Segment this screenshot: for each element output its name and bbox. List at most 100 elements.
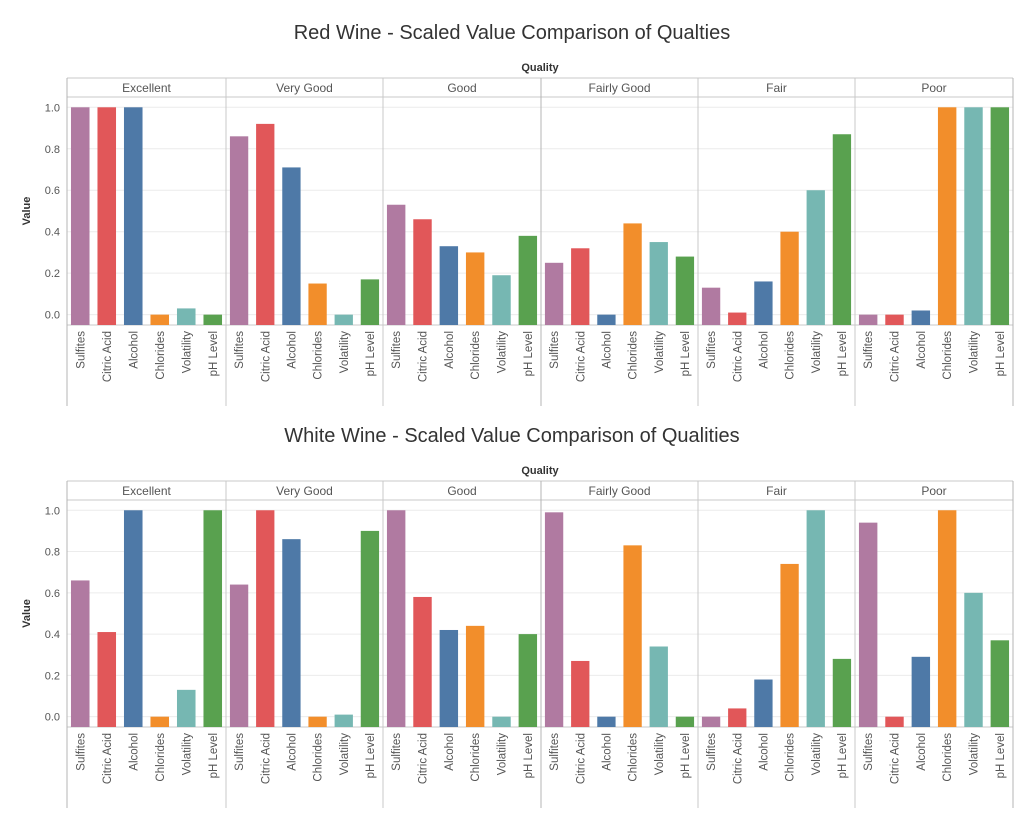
red-bar-5-4	[964, 107, 983, 325]
red-x-tick-label: Volatility	[811, 331, 823, 373]
white-x-tick-label: Sulfites	[706, 733, 718, 771]
red-bar-1-0	[229, 136, 249, 325]
white-bar-4-4	[806, 510, 825, 727]
white-bar-2-0	[386, 510, 406, 727]
white-bar-4-1	[728, 708, 747, 727]
red-x-tick-label: Volatility	[497, 331, 509, 373]
white-bar-4-3	[780, 563, 799, 727]
red-bar-2-1	[413, 219, 432, 325]
red-x-tick-label: Sulfites	[234, 331, 246, 369]
white-bar-2-5	[518, 634, 538, 727]
red-panel-name: Fair	[766, 81, 787, 95]
red-x-tick-label: Alcohol	[601, 331, 613, 369]
red-x-tick-label: Citric Acid	[418, 331, 430, 382]
red-bar-1-4	[334, 314, 353, 325]
red-y-tick-label: 0.0	[45, 310, 60, 322]
white-x-tick-label: Volatility	[654, 733, 666, 775]
red-x-tick-label: Sulfites	[549, 331, 561, 369]
red-x-tick-label: pH Level	[365, 331, 377, 376]
red-x-tick-label: Volatility	[654, 331, 666, 373]
white-panel-name: Good	[447, 484, 476, 498]
white-x-tick-label: Volatility	[339, 733, 351, 775]
white-bar-0-3	[150, 716, 170, 727]
red-x-tick-label: Alcohol	[444, 331, 456, 369]
white-bar-1-4	[334, 714, 353, 727]
white-bar-0-4	[176, 689, 196, 727]
white-x-tick-label: pH Level	[365, 733, 377, 778]
red-panel-name: Good	[447, 81, 476, 95]
white-x-tick-label: Citric Acid	[890, 733, 902, 784]
white-bar-4-0	[701, 716, 721, 727]
white-y-tick-label: 0.0	[45, 712, 60, 724]
red-x-tick-label: Alcohol	[286, 331, 298, 369]
red-x-tick-label: pH Level	[995, 331, 1007, 376]
white-panel-name: Fair	[766, 484, 787, 498]
white-bar-2-3	[465, 625, 485, 727]
red-x-tick-label: Chlorides	[942, 331, 954, 380]
red-bar-3-0	[544, 262, 564, 325]
white-bar-1-2	[282, 539, 301, 727]
white-x-tick-label: pH Level	[208, 733, 220, 778]
white-x-tick-label: Citric Acid	[260, 733, 272, 784]
red-bar-5-2	[911, 310, 931, 325]
red-y-tick-label: 0.4	[45, 227, 60, 239]
red-panel-name: Very Good	[276, 81, 333, 95]
red-bar-1-2	[282, 167, 301, 325]
white-y-tick-label: 0.8	[45, 547, 60, 559]
white-x-tick-label: Citric Acid	[575, 733, 587, 784]
red-bar-4-1	[728, 312, 747, 325]
white-y-tick-label: 1.0	[45, 505, 60, 517]
red-chart: Red Wine - Scaled Value Comparison of Qu…	[21, 22, 1014, 406]
white-x-tick-label: Chlorides	[155, 733, 167, 782]
white-bar-3-4	[649, 646, 668, 727]
white-bar-5-0	[858, 522, 878, 727]
red-x-tick-label: Chlorides	[470, 331, 482, 380]
white-bar-1-0	[229, 584, 249, 727]
red-bar-1-3	[308, 283, 327, 325]
red-x-tick-label: Citric Acid	[732, 331, 744, 382]
red-column-header: Quality	[521, 62, 559, 74]
red-panel-name: Excellent	[122, 81, 171, 95]
red-x-tick-label: Volatility	[339, 331, 351, 373]
red-bar-0-4	[176, 308, 196, 325]
white-bar-2-4	[492, 716, 511, 727]
red-bar-4-4	[806, 190, 825, 325]
white-x-tick-label: Chlorides	[628, 733, 640, 782]
white-y-tick-label: 0.2	[45, 670, 60, 682]
white-bar-1-1	[256, 510, 275, 727]
white-bar-2-1	[413, 596, 432, 727]
red-y-tick-label: 0.6	[45, 185, 60, 197]
red-x-tick-label: Citric Acid	[260, 331, 272, 382]
red-bar-4-0	[701, 287, 721, 325]
white-y-tick-label: 0.6	[45, 588, 60, 600]
red-x-tick-label: Sulfites	[706, 331, 718, 369]
white-x-tick-label: pH Level	[995, 733, 1007, 778]
white-x-tick-label: Citric Acid	[102, 733, 114, 784]
red-x-tick-label: Alcohol	[128, 331, 140, 369]
white-x-tick-label: Chlorides	[942, 733, 954, 782]
white-bar-4-5	[832, 658, 852, 727]
red-bar-3-1	[571, 248, 590, 325]
red-chart-title: Red Wine - Scaled Value Comparison of Qu…	[294, 22, 731, 44]
white-bar-3-1	[571, 660, 590, 727]
red-bar-1-1	[256, 123, 275, 325]
red-x-tick-label: Chlorides	[155, 331, 167, 380]
white-bar-3-5	[675, 716, 695, 727]
red-x-tick-label: Chlorides	[628, 331, 640, 380]
red-bar-3-5	[675, 256, 695, 325]
white-y-axis-label: Value	[21, 599, 33, 628]
white-bar-0-0	[70, 580, 90, 727]
red-x-tick-label: pH Level	[208, 331, 220, 376]
white-bar-1-3	[308, 716, 327, 727]
white-panel-name: Fairly Good	[588, 484, 650, 498]
red-x-tick-label: Alcohol	[916, 331, 928, 369]
white-x-tick-label: Sulfites	[391, 733, 403, 771]
red-y-tick-label: 1.0	[45, 102, 60, 114]
red-x-tick-label: Sulfites	[391, 331, 403, 369]
white-x-tick-label: Sulfites	[234, 733, 246, 771]
white-x-tick-label: Alcohol	[601, 733, 613, 771]
red-y-axis-label: Value	[21, 197, 33, 226]
red-bar-0-2	[123, 107, 143, 325]
white-bar-3-2	[597, 716, 616, 727]
